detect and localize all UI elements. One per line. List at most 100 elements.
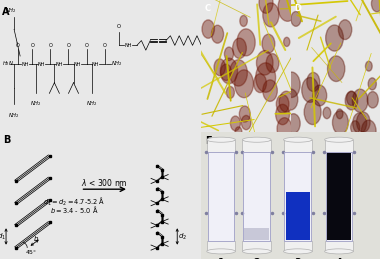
Bar xyxy=(285,152,311,241)
Text: $NH_2$: $NH_2$ xyxy=(30,99,42,107)
Circle shape xyxy=(332,111,348,134)
Text: $NH_2$: $NH_2$ xyxy=(86,99,98,107)
Circle shape xyxy=(202,20,214,38)
Circle shape xyxy=(256,51,273,75)
Bar xyxy=(207,241,235,251)
Text: O: O xyxy=(85,43,89,48)
Text: C: C xyxy=(205,4,211,13)
Text: $\lambda$ < 300 nm: $\lambda$ < 300 nm xyxy=(81,177,128,188)
Text: 45°: 45° xyxy=(26,249,37,255)
Ellipse shape xyxy=(242,249,271,254)
Ellipse shape xyxy=(207,137,235,142)
Text: NH: NH xyxy=(74,62,81,67)
Circle shape xyxy=(371,0,380,12)
Ellipse shape xyxy=(283,249,312,254)
Circle shape xyxy=(240,16,247,26)
Text: O: O xyxy=(30,43,34,48)
Circle shape xyxy=(226,87,234,98)
Circle shape xyxy=(276,95,289,113)
Circle shape xyxy=(339,20,352,40)
Circle shape xyxy=(211,25,223,43)
Circle shape xyxy=(366,61,372,71)
Text: O: O xyxy=(48,43,52,48)
Bar xyxy=(283,140,312,152)
Circle shape xyxy=(214,59,225,76)
Circle shape xyxy=(256,63,276,92)
Circle shape xyxy=(345,91,358,110)
Text: $d_1 = d_2 = 4.7$-$5.2$ Å: $d_1 = d_2 = 4.7$-$5.2$ Å xyxy=(43,196,106,208)
Circle shape xyxy=(259,0,273,13)
Circle shape xyxy=(266,54,279,73)
Circle shape xyxy=(263,80,277,101)
Text: $d_2$: $d_2$ xyxy=(178,231,187,242)
Circle shape xyxy=(279,91,293,112)
Bar xyxy=(207,140,235,152)
Circle shape xyxy=(235,127,242,137)
Bar xyxy=(243,152,270,241)
Bar xyxy=(325,241,353,251)
Text: $NH_2$: $NH_2$ xyxy=(8,111,20,120)
Circle shape xyxy=(278,0,297,21)
Text: $NH_2$: $NH_2$ xyxy=(5,6,17,15)
Bar xyxy=(326,152,352,241)
Text: A: A xyxy=(2,7,10,17)
Bar xyxy=(285,152,311,241)
Circle shape xyxy=(368,78,376,90)
Text: 1: 1 xyxy=(218,258,225,259)
Circle shape xyxy=(233,38,246,59)
Ellipse shape xyxy=(325,249,353,254)
Circle shape xyxy=(353,113,367,133)
Circle shape xyxy=(352,89,368,112)
Circle shape xyxy=(241,116,251,130)
Circle shape xyxy=(237,29,255,56)
Circle shape xyxy=(239,106,250,122)
Text: O: O xyxy=(103,43,107,48)
Circle shape xyxy=(361,120,376,142)
Bar xyxy=(207,152,234,241)
Text: 3: 3 xyxy=(294,258,301,259)
Text: 2: 2 xyxy=(253,258,260,259)
Circle shape xyxy=(367,92,378,108)
Circle shape xyxy=(220,64,231,81)
Text: $d_1$: $d_1$ xyxy=(0,231,6,242)
Circle shape xyxy=(304,99,321,125)
Text: NH: NH xyxy=(55,62,63,67)
Text: NH: NH xyxy=(38,62,45,67)
Circle shape xyxy=(313,85,327,106)
Text: $b = 3.4$ - $5.0$ Å: $b = 3.4$ - $5.0$ Å xyxy=(50,204,99,215)
Text: 4: 4 xyxy=(336,258,342,259)
Text: O: O xyxy=(117,24,121,29)
Circle shape xyxy=(262,34,275,53)
Circle shape xyxy=(291,11,301,26)
Text: $NH_2$: $NH_2$ xyxy=(111,60,123,68)
Circle shape xyxy=(283,89,298,110)
Text: O: O xyxy=(16,43,20,48)
Ellipse shape xyxy=(325,137,353,142)
Circle shape xyxy=(336,109,343,119)
Text: B: B xyxy=(3,135,10,145)
Circle shape xyxy=(230,60,247,86)
Circle shape xyxy=(283,72,300,97)
Ellipse shape xyxy=(207,249,235,254)
Circle shape xyxy=(326,25,344,51)
Bar xyxy=(242,140,271,152)
Text: NH: NH xyxy=(21,62,29,67)
Circle shape xyxy=(277,118,292,140)
Circle shape xyxy=(347,91,356,105)
Text: NH: NH xyxy=(92,62,100,67)
Bar xyxy=(243,152,270,241)
Text: O: O xyxy=(66,43,70,48)
Bar xyxy=(326,152,351,240)
Circle shape xyxy=(351,121,360,134)
Text: $H_2N$: $H_2N$ xyxy=(2,60,14,68)
Text: $b$: $b$ xyxy=(33,234,39,243)
Bar xyxy=(242,241,271,251)
Bar xyxy=(325,140,353,152)
Circle shape xyxy=(323,107,331,119)
Bar xyxy=(285,192,310,240)
Circle shape xyxy=(230,116,241,131)
Circle shape xyxy=(302,77,318,102)
Circle shape xyxy=(220,58,238,84)
Circle shape xyxy=(328,56,345,82)
Bar xyxy=(207,152,234,241)
